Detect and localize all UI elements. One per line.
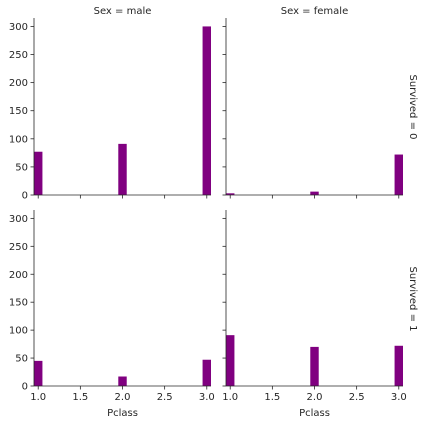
x-tick-label: 1.0 [222, 392, 238, 403]
bar-male-survived-0-class-3 [202, 26, 211, 196]
x-tick-label: 1.0 [30, 392, 46, 403]
x-tick-label: 3.0 [199, 392, 215, 403]
x-tick-label: 1.5 [264, 392, 280, 403]
y-tick-label: 100 [9, 326, 28, 337]
x-tick-label: 3.0 [391, 392, 407, 403]
facet-panels: 0 50 100 150 200 250 300 1.0 1.5 2.0 2.5 3.0 0 50 100 1… [9, 18, 407, 403]
y-tick-label: 50 [15, 162, 28, 173]
bar-female-survived-1-class-2 [310, 346, 319, 386]
x-tick-label: 2.5 [157, 392, 173, 403]
bar-female-survived-1-class-1 [226, 335, 235, 386]
x-tick-label: 2.0 [115, 392, 131, 403]
bar-male-survived-1-class-3 [202, 359, 211, 386]
bar-male-survived-1-class-2 [118, 376, 127, 386]
bar-female-survived-0-class-2 [310, 191, 319, 195]
bar-female-survived-0-class-1 [226, 193, 235, 195]
bar-female-survived-1-class-3 [394, 345, 403, 386]
bar-male-survived-0-class-1 [34, 151, 43, 195]
y-tick-label: 0 [22, 382, 28, 393]
x-tick-label: 2.5 [349, 392, 365, 403]
row-title-survived-1: Survived = 1 [407, 266, 418, 331]
bar-male-survived-0-class-2 [118, 143, 127, 195]
y-tick-label: 150 [9, 106, 28, 117]
column-title-male: Sex = male [94, 6, 152, 17]
y-tick-label: 200 [9, 270, 28, 281]
y-tick-label: 0 [22, 191, 28, 202]
x-axis-label-left: Pclass [107, 408, 138, 419]
x-axis-label-right: Pclass [299, 408, 330, 419]
bar-male-survived-1-class-1 [34, 360, 43, 386]
y-tick-label: 50 [15, 354, 28, 365]
row-title-survived-0: Survived = 0 [407, 74, 418, 139]
y-tick-label: 200 [9, 78, 28, 89]
y-tick-label: 250 [9, 50, 28, 61]
y-tick-label: 250 [9, 242, 28, 253]
y-tick-label: 100 [9, 134, 28, 145]
y-tick-label: 150 [9, 298, 28, 309]
y-tick-label: 300 [9, 22, 28, 33]
column-title-female: Sex = female [281, 6, 348, 17]
x-tick-label: 2.0 [307, 392, 323, 403]
bar-female-survived-0-class-3 [394, 154, 403, 195]
y-tick-label: 300 [9, 214, 28, 225]
x-tick-label: 1.5 [72, 392, 88, 403]
